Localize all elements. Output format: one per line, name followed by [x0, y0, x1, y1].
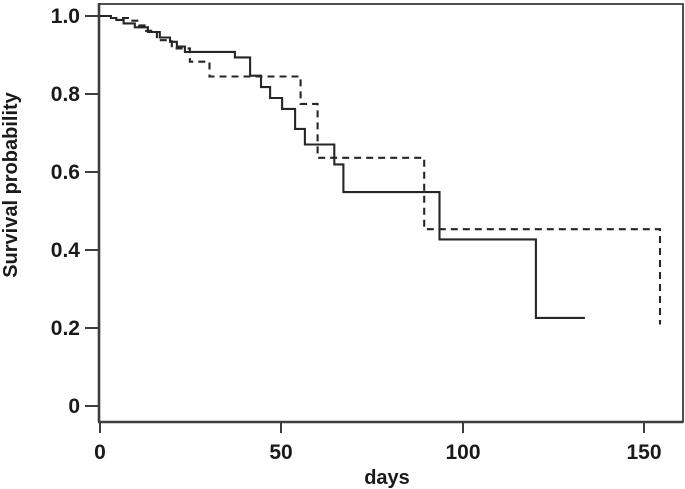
x-tick-label: 150: [626, 441, 661, 464]
y-tick-label: 0.6: [51, 161, 80, 184]
solid-survival-curve: [100, 14, 585, 319]
y-axis-ticks: [85, 15, 99, 407]
x-tick-label: 0: [94, 441, 106, 464]
x-tick-label: 50: [269, 441, 292, 464]
y-tick-label: 0.8: [51, 83, 81, 106]
y-axis-tick-labels: 1.0 0.8 0.6 0.4 0.2 0: [51, 5, 81, 418]
x-axis-title: days: [364, 467, 410, 489]
y-axis-title: Survival probability: [0, 91, 22, 277]
x-axis-ticks: [99, 422, 645, 433]
y-tick-label: 0.2: [51, 317, 80, 340]
x-axis-tick-labels: 0 50 100 150: [94, 441, 661, 464]
y-tick-label: 0: [68, 395, 80, 418]
y-tick-label: 0.4: [51, 239, 81, 262]
x-tick-label: 100: [445, 441, 480, 464]
y-tick-label: 1.0: [51, 5, 80, 28]
dashed-survival-curve: [100, 14, 662, 325]
plot-area-border: [98, 3, 684, 423]
